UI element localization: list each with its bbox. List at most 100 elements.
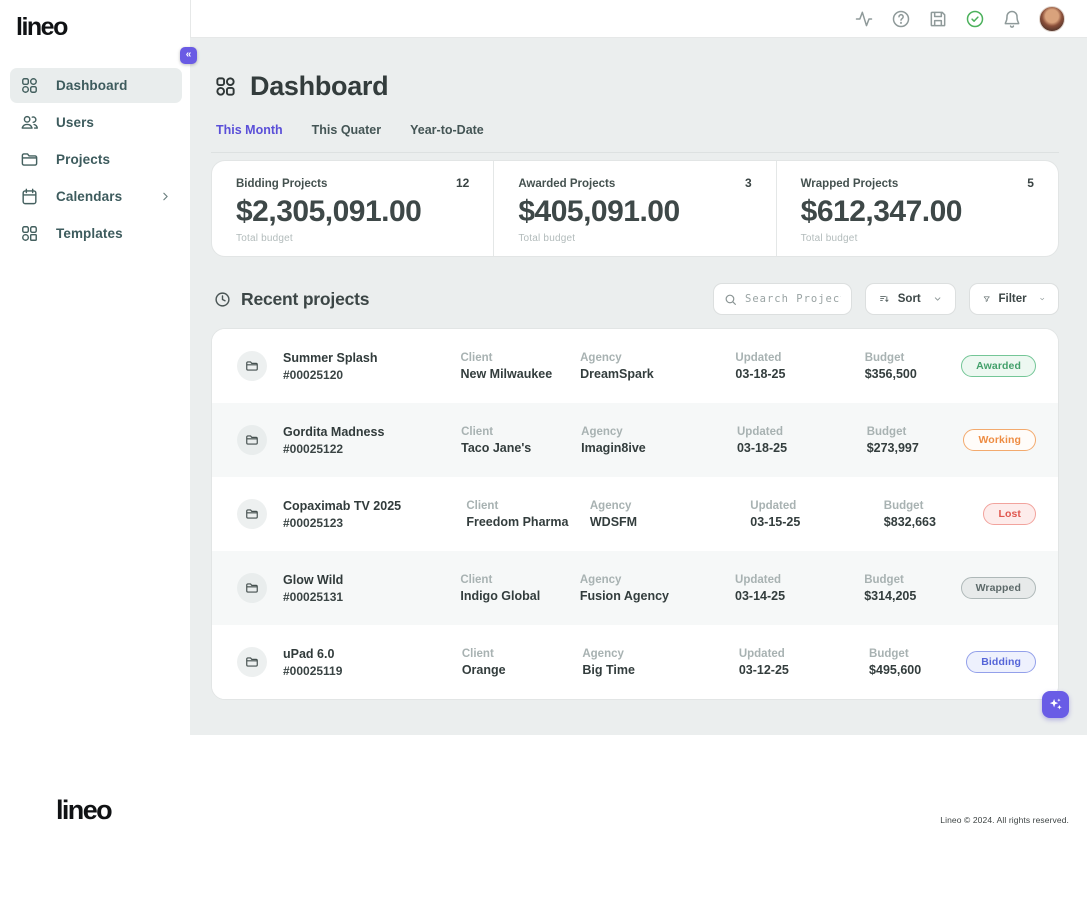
avatar[interactable] [1039, 5, 1065, 32]
project-name: Copaximab TV 2025 [283, 498, 402, 513]
tab-this-quarter[interactable]: This Quater [311, 123, 382, 137]
footer: lineo Lineo © 2024. All rights reserved. [0, 735, 1087, 907]
budget-value: $314,205 [864, 588, 917, 603]
sidebar-item-calendars[interactable]: Calendars [10, 179, 182, 214]
budget-value: $273,997 [866, 440, 919, 455]
tab-this-month[interactable]: This Month [216, 123, 283, 137]
stat-awarded-projects: Awarded Projects 3 $405,091.00 Total bud… [493, 161, 775, 256]
agency-value: Big Time [582, 662, 635, 677]
chevron-down-icon [934, 297, 941, 301]
stat-label: Wrapped Projects [800, 178, 899, 190]
budget-label: Budget [864, 573, 904, 586]
status-badge: Awarded [961, 355, 1037, 377]
project-name: uPad 6.0 [283, 646, 335, 661]
activity-icon[interactable] [854, 9, 874, 29]
budget-label: Budget [883, 499, 924, 512]
search-box[interactable] [713, 283, 852, 315]
folder-icon [21, 153, 38, 166]
client-value: Indigo Global [460, 588, 541, 603]
project-row[interactable]: Summer Splash #00025120 Client New Milwauk… [212, 329, 1058, 403]
updated-label: Updated [735, 573, 782, 586]
stat-bidding-projects: Bidding Projects 12 $2,305,091.00 Total … [212, 161, 493, 256]
folder-icon [237, 499, 267, 529]
agency-value: Imagin8ive [581, 440, 646, 455]
chevron-right-icon [163, 192, 168, 201]
tab-year-to-date[interactable]: Year-to-Date [410, 123, 484, 137]
stat-count: 5 [1027, 176, 1034, 190]
status-badge: Lost [983, 503, 1037, 525]
client-label: Client [460, 573, 493, 586]
sidebar-item-dashboard[interactable]: Dashboard [10, 68, 182, 103]
main-content: Dashboard This Month This Quater Year-to… [190, 38, 1087, 735]
stat-amount: $2,305,091.00 [236, 195, 422, 228]
ai-assistant-button[interactable] [1042, 691, 1069, 718]
client-value: Taco Jane's [461, 440, 532, 455]
updated-value: 03-18-25 [735, 366, 786, 381]
client-label: Client [461, 647, 494, 660]
project-row[interactable]: Gordita Madness #00025122 Client Taco Jane… [212, 403, 1058, 477]
project-id: #00025122 [283, 441, 344, 456]
agency-label: Agency [579, 573, 622, 586]
project-id: #00025119 [283, 663, 343, 678]
budget-value: $832,663 [883, 514, 936, 529]
recent-projects-title: Recent projects [241, 288, 370, 309]
budget-value: $495,600 [869, 662, 922, 677]
save-icon[interactable] [928, 9, 948, 29]
stat-count: 3 [744, 176, 752, 190]
budget-label: Budget [869, 647, 909, 660]
stat-label: Bidding Projects [236, 178, 328, 190]
sort-label: Sort [897, 293, 921, 305]
project-row[interactable]: Copaximab TV 2025 #00025123 Client Freedom… [212, 477, 1058, 551]
budget-value: $356,500 [864, 366, 917, 381]
folder-icon [237, 647, 267, 677]
sidebar-item-projects[interactable]: Projects [10, 142, 182, 177]
updated-label: Updated [735, 351, 782, 364]
sidebar-item-users[interactable]: Users [10, 105, 182, 140]
agency-label: Agency [582, 647, 624, 660]
sidebar: lineo Dashboard Users Projects Calendars… [0, 0, 190, 735]
agency-value: DreamSpark [580, 366, 654, 381]
status-badge: Wrapped [960, 577, 1036, 599]
updated-value: 03-18-25 [736, 440, 788, 455]
updated-label: Updated [750, 499, 797, 512]
sidebar-item-templates[interactable]: Templates [10, 216, 182, 251]
folder-icon [237, 573, 267, 603]
dashboard-grid-icon [22, 78, 37, 93]
updated-value: 03-14-25 [735, 588, 786, 603]
footer-brand-logo: lineo [56, 795, 113, 825]
filter-button[interactable]: Filter [969, 283, 1059, 315]
client-label: Client [461, 425, 494, 438]
agency-label: Agency [581, 425, 623, 438]
sparkles-icon [1049, 698, 1062, 710]
client-label: Client [466, 499, 499, 512]
folder-icon [237, 425, 267, 455]
notifications-icon[interactable] [1002, 9, 1022, 29]
client-label: Client [460, 351, 493, 364]
stat-caption: Total budget [800, 233, 858, 244]
project-id: #00025120 [283, 367, 344, 382]
sort-icon [880, 296, 889, 302]
stat-amount: $612,347.00 [800, 195, 963, 228]
projects-list: Summer Splash #00025120 Client New Milwauk… [211, 328, 1059, 700]
project-row[interactable]: Glow Wild #00025131 Client Indigo Global A… [212, 551, 1058, 625]
sort-button[interactable]: Sort [865, 283, 956, 315]
status-ok-icon[interactable] [965, 9, 985, 29]
tabs-divider [211, 152, 1059, 153]
search-input[interactable] [745, 293, 841, 305]
project-name: Glow Wild [283, 572, 344, 587]
client-value: Orange [461, 662, 506, 677]
page-title: Dashboard [250, 71, 389, 101]
project-name: Gordita Madness [283, 424, 385, 439]
sidebar-item-label: Dashboard [56, 78, 128, 93]
filter-label: Filter [998, 293, 1027, 305]
stat-caption: Total budget [518, 233, 576, 244]
project-name: Summer Splash [283, 350, 378, 365]
project-row[interactable]: uPad 6.0 #00025119 Client Orange Agency Big… [212, 625, 1058, 699]
sidebar-collapse-button[interactable]: « [180, 47, 197, 64]
brand-logo: lineo [16, 13, 68, 41]
help-icon[interactable] [891, 9, 911, 29]
status-badge: Working [963, 429, 1036, 451]
period-tabs: This Month This Quater Year-to-Date [211, 123, 1059, 137]
sidebar-item-label: Templates [56, 226, 123, 241]
users-icon [21, 115, 38, 129]
